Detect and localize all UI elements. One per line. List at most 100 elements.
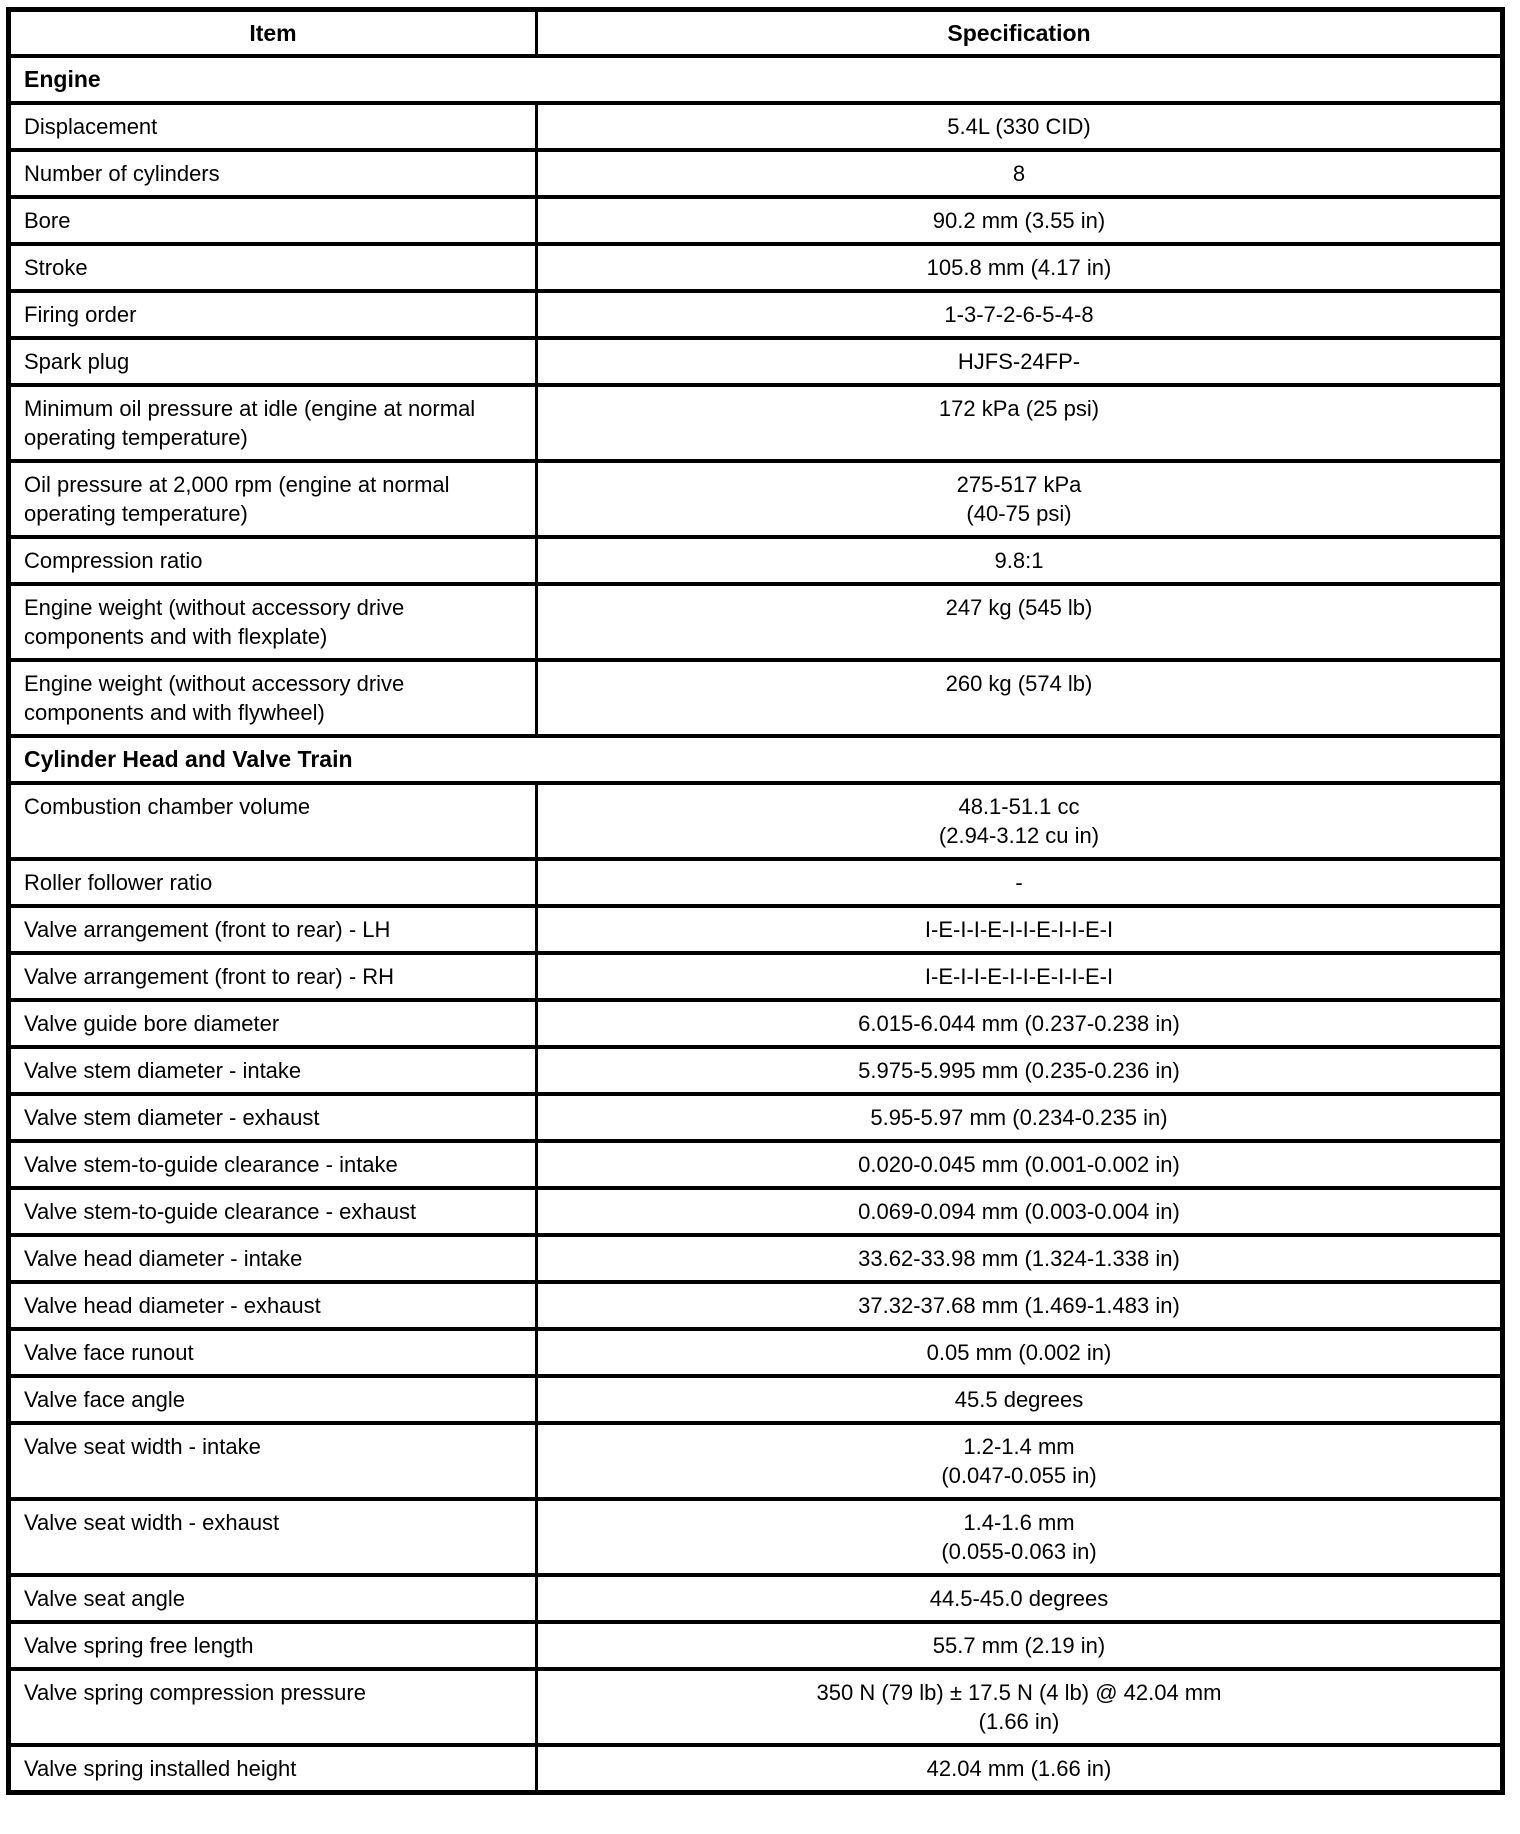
item-cell: Engine weight (without accessory drive c… [6, 658, 538, 738]
table-row: Valve seat angle 44.5-45.0 degrees [6, 1573, 1505, 1624]
table-row: Valve head diameter - intake 33.62-33.98 … [6, 1233, 1505, 1284]
table-row: Valve arrangement (front to rear) - LH I-… [6, 904, 1505, 955]
table-row: Valve stem-to-guide clearance - intake 0.… [6, 1139, 1505, 1190]
item-cell: Valve seat angle [6, 1573, 538, 1624]
table-row: Compression ratio 9.8:1 [6, 535, 1505, 586]
table-row: Bore 90.2 mm (3.55 in) [6, 195, 1505, 246]
specification-cell: 172 kPa (25 psi) [535, 383, 1505, 463]
table-row: Valve head diameter - exhaust 37.32-37.68… [6, 1280, 1505, 1331]
table-row: Valve guide bore diameter 6.015-6.044 mm … [6, 998, 1505, 1049]
item-cell: Valve spring free length [6, 1620, 538, 1671]
specification-cell: 105.8 mm (4.17 in) [535, 242, 1505, 293]
item-cell: Valve head diameter - intake [6, 1233, 538, 1284]
table-row: Minimum oil pressure at idle (engine at … [6, 383, 1505, 463]
table-row: Valve face runout 0.05 mm (0.002 in) [6, 1327, 1505, 1378]
specification-cell: 275-517 kPa (40-75 psi) [535, 459, 1505, 539]
item-cell: Minimum oil pressure at idle (engine at … [6, 383, 538, 463]
table-row: Valve arrangement (front to rear) - RH I-… [6, 951, 1505, 1002]
item-cell: Spark plug [6, 336, 538, 387]
section-label: Engine [6, 54, 1505, 105]
table-row: Valve stem diameter - exhaust 5.95-5.97 m… [6, 1092, 1505, 1143]
specification-cell: 247 kg (545 lb) [535, 582, 1505, 662]
specification-cell: 90.2 mm (3.55 in) [535, 195, 1505, 246]
specification-cell: 45.5 degrees [535, 1374, 1505, 1425]
table-row: Valve spring compression pressure 350 N (… [6, 1667, 1505, 1747]
item-cell: Engine weight (without accessory drive c… [6, 582, 538, 662]
item-cell: Valve face angle [6, 1374, 538, 1425]
item-cell: Valve spring installed height [6, 1743, 538, 1795]
table-row: Valve stem diameter - intake 5.975-5.995 … [6, 1045, 1505, 1096]
item-cell: Valve face runout [6, 1327, 538, 1378]
specification-cell: 1-3-7-2-6-5-4-8 [535, 289, 1505, 340]
specification-cell: 9.8:1 [535, 535, 1505, 586]
specification-cell: 37.32-37.68 mm (1.469-1.483 in) [535, 1280, 1505, 1331]
item-cell: Displacement [6, 101, 538, 152]
specification-cell: 5.975-5.995 mm (0.235-0.236 in) [535, 1045, 1505, 1096]
specification-cell: 260 kg (574 lb) [535, 658, 1505, 738]
table-row: Spark plug HJFS-24FP- [6, 336, 1505, 387]
item-cell: Compression ratio [6, 535, 538, 586]
section-label: Cylinder Head and Valve Train [6, 734, 1505, 785]
specification-cell: 44.5-45.0 degrees [535, 1573, 1505, 1624]
specification-cell: 33.62-33.98 mm (1.324-1.338 in) [535, 1233, 1505, 1284]
item-cell: Bore [6, 195, 538, 246]
table-row: Valve spring installed height 42.04 mm (1… [6, 1743, 1505, 1795]
specification-cell: 1.4-1.6 mm (0.055-0.063 in) [535, 1497, 1505, 1577]
specification-cell: 5.4L (330 CID) [535, 101, 1505, 152]
item-cell: Number of cylinders [6, 148, 538, 199]
table-body: Engine Displacement 5.4L (330 CID) Number o… [6, 54, 1505, 1795]
item-cell: Stroke [6, 242, 538, 293]
item-cell: Roller follower ratio [6, 857, 538, 908]
table-row: Valve face angle 45.5 degrees [6, 1374, 1505, 1425]
specification-cell: 55.7 mm (2.19 in) [535, 1620, 1505, 1671]
section-row: Cylinder Head and Valve Train [6, 734, 1505, 785]
table-row: Roller follower ratio - [6, 857, 1505, 908]
specification-cell: 42.04 mm (1.66 in) [535, 1743, 1505, 1795]
table-row: Stroke 105.8 mm (4.17 in) [6, 242, 1505, 293]
specification-cell: I-E-I-I-E-I-I-E-I-I-E-I [535, 951, 1505, 1002]
item-cell: Valve seat width - intake [6, 1421, 538, 1501]
specifications-table: Item Specification Engine Displacement 5.4… [6, 7, 1505, 1795]
item-cell: Valve arrangement (front to rear) - LH [6, 904, 538, 955]
item-cell: Valve stem diameter - intake [6, 1045, 538, 1096]
table-row: Engine weight (without accessory drive c… [6, 658, 1505, 738]
specification-cell: 0.05 mm (0.002 in) [535, 1327, 1505, 1378]
item-cell: Valve stem-to-guide clearance - exhaust [6, 1186, 538, 1237]
table-row: Valve seat width - intake 1.2-1.4 mm (0.0… [6, 1421, 1505, 1501]
column-header-item: Item [6, 7, 538, 58]
item-cell: Valve head diameter - exhaust [6, 1280, 538, 1331]
table-row: Oil pressure at 2,000 rpm (engine at nor… [6, 459, 1505, 539]
item-cell: Oil pressure at 2,000 rpm (engine at nor… [6, 459, 538, 539]
table-row: Valve seat width - exhaust 1.4-1.6 mm (0.… [6, 1497, 1505, 1577]
item-cell: Valve arrangement (front to rear) - RH [6, 951, 538, 1002]
item-cell: Valve spring compression pressure [6, 1667, 538, 1747]
item-cell: Combustion chamber volume [6, 781, 538, 861]
item-cell: Valve guide bore diameter [6, 998, 538, 1049]
column-header-specification: Specification [535, 7, 1505, 58]
table-row: Valve stem-to-guide clearance - exhaust 0… [6, 1186, 1505, 1237]
specification-cell: 0.020-0.045 mm (0.001-0.002 in) [535, 1139, 1505, 1190]
item-cell: Firing order [6, 289, 538, 340]
specification-cell: 48.1-51.1 cc (2.94-3.12 cu in) [535, 781, 1505, 861]
specification-cell: 6.015-6.044 mm (0.237-0.238 in) [535, 998, 1505, 1049]
specification-cell: HJFS-24FP- [535, 336, 1505, 387]
table-row: Valve spring free length 55.7 mm (2.19 in… [6, 1620, 1505, 1671]
table-row: Number of cylinders 8 [6, 148, 1505, 199]
table-row: Combustion chamber volume 48.1-51.1 cc (2… [6, 781, 1505, 861]
specification-cell: 350 N (79 lb) ± 17.5 N (4 lb) @ 42.04 mm… [535, 1667, 1505, 1747]
table-row: Engine weight (without accessory drive c… [6, 582, 1505, 662]
specification-cell: 1.2-1.4 mm (0.047-0.055 in) [535, 1421, 1505, 1501]
item-cell: Valve stem-to-guide clearance - intake [6, 1139, 538, 1190]
table-row: Firing order 1-3-7-2-6-5-4-8 [6, 289, 1505, 340]
table-row: Displacement 5.4L (330 CID) [6, 101, 1505, 152]
item-cell: Valve seat width - exhaust [6, 1497, 538, 1577]
specification-cell: I-E-I-I-E-I-I-E-I-I-E-I [535, 904, 1505, 955]
specification-cell: 8 [535, 148, 1505, 199]
specification-cell: 0.069-0.094 mm (0.003-0.004 in) [535, 1186, 1505, 1237]
specification-cell: - [535, 857, 1505, 908]
specification-cell: 5.95-5.97 mm (0.234-0.235 in) [535, 1092, 1505, 1143]
section-row: Engine [6, 54, 1505, 105]
header-row: Item Specification [6, 7, 1505, 58]
item-cell: Valve stem diameter - exhaust [6, 1092, 538, 1143]
